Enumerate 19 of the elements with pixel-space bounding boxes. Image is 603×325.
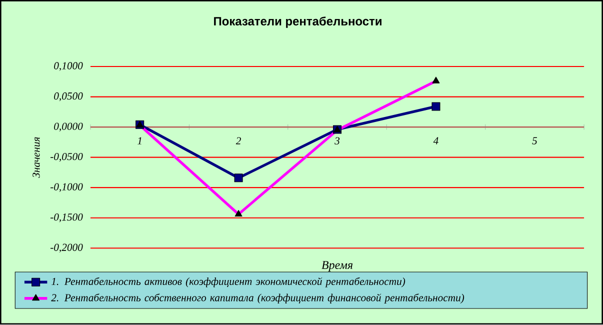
y-tick-label: 0,1000: [54, 62, 83, 72]
y-tick-label: 0,0500: [54, 92, 83, 102]
x-tick-label: 4: [433, 137, 438, 144]
point: [234, 174, 243, 182]
x-tick-label: 3: [334, 137, 340, 145]
legend-label: 1. Рентабельность активов (коэффициент экономической рентабельности): [52, 278, 406, 288]
legend-label: 2. Рентабельность собственного капитала (коэффициент финансовой рентабельности): [51, 294, 464, 304]
x-tick-label: 2: [236, 137, 241, 144]
chart-title: Показатели рентабельности: [214, 16, 382, 28]
y-tick-label: -0,0500: [50, 153, 83, 162]
y-axis-title: Значения: [32, 137, 40, 178]
y-tick-label: -0,1500: [50, 214, 83, 222]
x-tick-label: 1: [138, 137, 142, 144]
x-axis-title: Время: [322, 261, 353, 272]
x-tick-label: 5: [532, 137, 538, 145]
y-tick-label: -0,2000: [50, 244, 83, 253]
y-tick-label: -0,1000: [50, 183, 83, 192]
point: [432, 102, 440, 111]
y-tick-label: 0,0000: [54, 122, 83, 132]
